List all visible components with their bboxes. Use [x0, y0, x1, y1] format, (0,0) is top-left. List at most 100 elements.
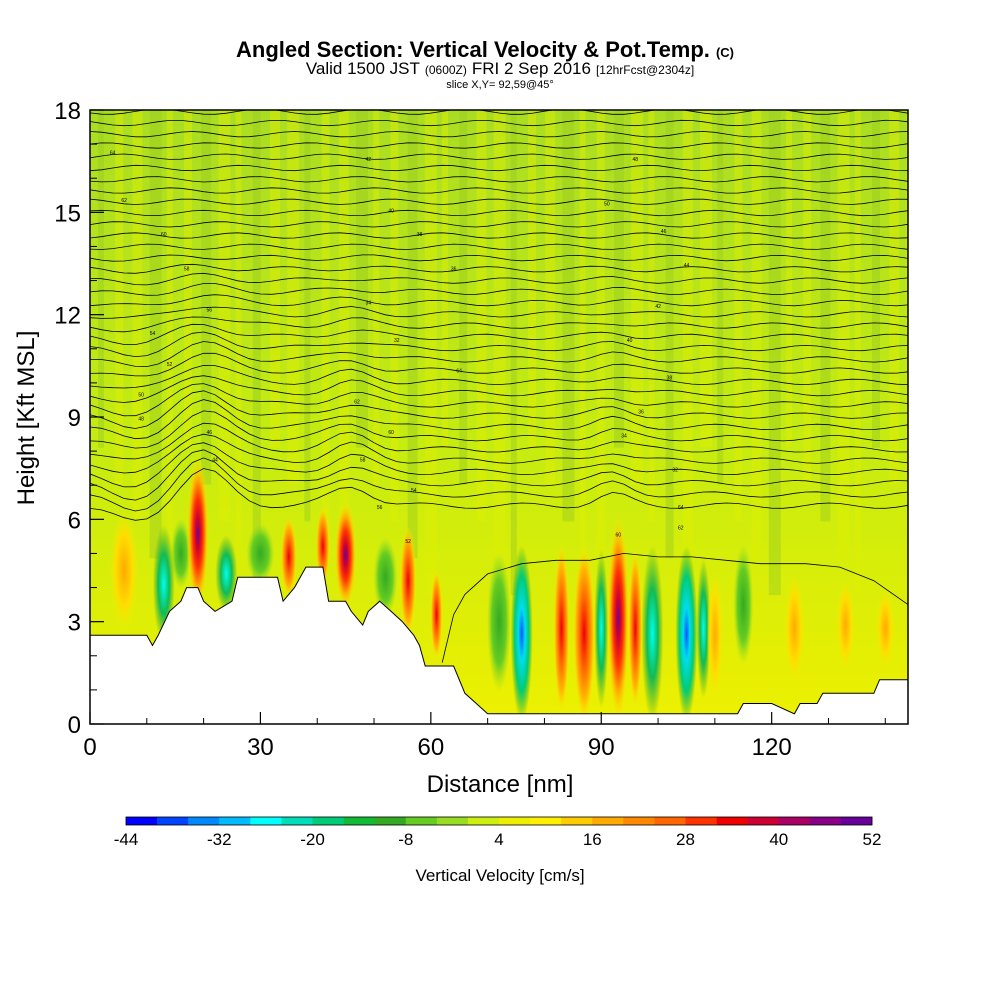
- velocity-cell: [487, 551, 511, 692]
- isentrope-line: [90, 306, 908, 319]
- isentrope-line: [90, 468, 908, 521]
- colorbar-swatch: [561, 817, 593, 825]
- isentrope-label: 54: [150, 331, 156, 337]
- isentrope-line: [90, 422, 908, 460]
- isentrope-line: [90, 232, 908, 239]
- streak: [614, 110, 624, 448]
- streak: [304, 110, 311, 522]
- velocity-cell: [553, 543, 570, 714]
- velocity-cell: [400, 525, 417, 636]
- terrain: [90, 566, 908, 724]
- streak: [889, 110, 900, 485]
- streak: [665, 110, 674, 559]
- y-axis-label: Height [Kft MSL]: [13, 331, 40, 506]
- isentrope-label: 52: [405, 539, 411, 545]
- velocity-cell: [594, 548, 609, 709]
- isentropes: 64 62 60 58 56 54 52 50 48 46 44 42 40 38 36 34 32 64 62 60…: [90, 110, 908, 663]
- streak: [854, 110, 861, 596]
- y-tick-label: 15: [54, 200, 81, 227]
- streak: [493, 110, 506, 559]
- isentrope-label: 40: [627, 338, 633, 344]
- chart-title: Angled Section: Vertical Velocity & Pot.…: [236, 37, 734, 62]
- colorbar-tick-label: 4: [494, 830, 503, 849]
- velocity-features: [110, 456, 895, 722]
- velocity-cell: [836, 580, 855, 671]
- isentrope-line: [90, 316, 908, 333]
- isentrope-label: 60: [388, 430, 394, 436]
- isentrope-label: 40: [388, 208, 394, 214]
- streak: [166, 110, 173, 596]
- isentrope-line: [90, 283, 908, 296]
- isentrope-line: [90, 449, 908, 501]
- streak: [459, 110, 468, 485]
- isentrope-label: 44: [684, 263, 690, 269]
- isentrope-label: 58: [184, 266, 190, 272]
- isentrope-line: [90, 272, 908, 286]
- plot-area: 64 62 60 58 56 54 52 50 48 46 44 42 40 38 36 34 32 64 62 60…: [90, 110, 908, 724]
- isentrope-label: 46: [661, 229, 667, 235]
- isentrope-line: [90, 153, 908, 160]
- streak: [562, 110, 575, 522]
- velocity-cell: [733, 544, 754, 665]
- colorbar: -44 -32 -20 -8 4 16 28 40 52: [114, 816, 881, 849]
- streak: [596, 110, 605, 596]
- velocity-cell: [706, 570, 723, 701]
- velocity-cell: [246, 523, 275, 584]
- colorbar-swatch: [809, 817, 842, 825]
- isentrope-line: [90, 110, 908, 115]
- colorbar-tick-label: 40: [769, 830, 788, 849]
- colorbar-swatch: [467, 817, 500, 825]
- velocity-cell: [696, 558, 711, 699]
- streak: [803, 110, 812, 485]
- streak: [579, 110, 586, 559]
- y-tick-label: 0: [68, 712, 81, 739]
- x-tick-label: 60: [417, 734, 444, 761]
- streak: [906, 110, 908, 522]
- isentrope-label: 46: [207, 430, 213, 436]
- isentrope-label: 64: [456, 369, 462, 375]
- velocity-cell: [280, 516, 297, 597]
- streak: [201, 110, 212, 485]
- colorbar-swatch: [685, 817, 717, 825]
- velocity-cell: [334, 501, 357, 610]
- velocity-cell: [170, 518, 191, 589]
- isentrope-label: 56: [207, 307, 213, 313]
- x-tick-label: 0: [83, 734, 96, 761]
- isentrope-line: [90, 209, 908, 217]
- x-tick-label: 120: [752, 734, 792, 761]
- isentrope-label: 38: [667, 376, 673, 382]
- x-tick-label: 30: [247, 734, 274, 761]
- streak: [734, 110, 743, 522]
- isentrope-label: 32: [672, 468, 678, 474]
- colorbar-tick-label: -20: [300, 830, 325, 849]
- chart-subtitle: Valid 1500 JST (0600Z) FRI 2 Sep 2016 [12hr…: [306, 59, 694, 78]
- velocity-cell: [784, 573, 805, 684]
- isentrope-label: 52: [167, 362, 173, 368]
- y-tick-label: 6: [68, 507, 81, 534]
- colorbar-swatch: [747, 817, 780, 825]
- colorbar-swatch: [592, 817, 624, 825]
- x-axis-label: Distance [nm]: [427, 771, 574, 798]
- colorbar-swatch: [281, 817, 313, 825]
- x-axis: 0 30 60 90 120: [83, 712, 886, 761]
- isentrope-label: 48: [138, 416, 144, 422]
- velocity-cell: [430, 569, 443, 660]
- colorbar-swatch: [436, 817, 469, 825]
- streak: [751, 110, 762, 559]
- isentrope-label: 56: [377, 505, 383, 511]
- isentrope-label: 34: [366, 300, 372, 306]
- colorbar-tick-label: 16: [583, 830, 602, 849]
- streak: [837, 110, 850, 559]
- isentrope-line: [90, 131, 908, 138]
- streak: [390, 110, 399, 522]
- y-tick-label: 9: [68, 405, 81, 432]
- isentrope-line: [90, 243, 908, 250]
- streak: [287, 110, 300, 485]
- streak: [424, 110, 437, 596]
- colorbar-swatch: [250, 817, 282, 825]
- isentrope-line: [90, 221, 908, 228]
- streak: [510, 110, 517, 596]
- isentrope-line: [90, 294, 908, 307]
- colorbar-swatch: [778, 817, 811, 825]
